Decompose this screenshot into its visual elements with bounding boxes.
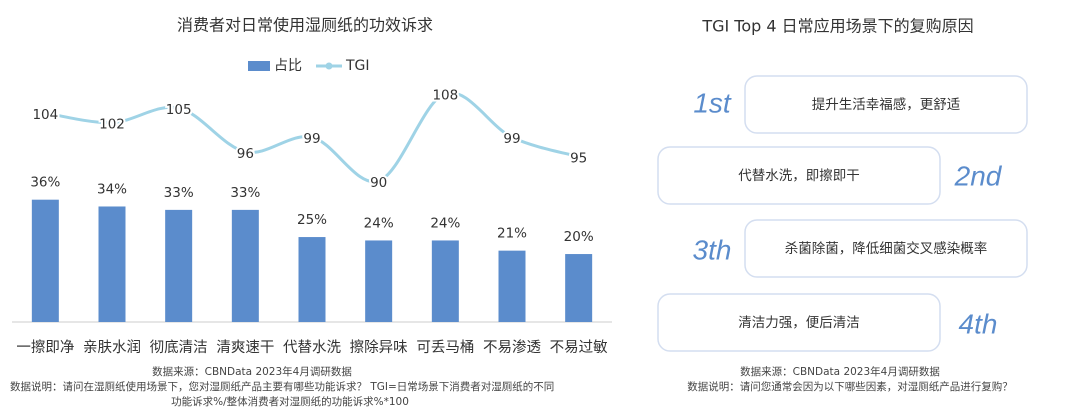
reason-box <box>744 75 1028 134</box>
panel-title: TGI Top 4 日常应用场景下的复购原因 <box>701 17 973 36</box>
legend-label: TGI <box>345 58 370 74</box>
bar <box>498 250 526 322</box>
bar <box>565 254 593 322</box>
data-label: 105 <box>166 102 192 118</box>
x-tick-label: 不易渗透 <box>483 339 541 356</box>
note: 数据说明：请问您通常会因为以下哪些因素，对湿厕纸产品进行复购？ <box>687 380 1013 393</box>
rank: 3th <box>693 234 732 265</box>
x-tick-label: 不易过敏 <box>550 339 608 356</box>
bar <box>231 209 259 322</box>
note: 数据说明：请问在湿厕纸使用场景下，您对湿厕纸产品主要有哪些功能诉求？ TGI=日… <box>10 380 554 393</box>
reason-text: 清洁力强，便后清洁 <box>738 315 860 331</box>
x-tick-label: 亲肤水润 <box>83 339 141 356</box>
reason-text: 杀菌除菌，降低细菌交叉感染概率 <box>785 240 988 257</box>
data-label: 90 <box>370 175 387 191</box>
data-label: 25% <box>297 212 327 228</box>
x-tick-label: 清爽速干 <box>216 339 274 356</box>
reason-list: 提升生活幸福感，更舒适 1st 代替水洗，即擦即干 2nd 杀菌除菌，降低细菌交叉感染概… <box>657 75 1028 352</box>
data-label: 102 <box>99 117 125 133</box>
rank: 2nd <box>954 160 1003 191</box>
reason-box <box>657 293 941 352</box>
line <box>45 91 580 184</box>
data-label: 36% <box>30 175 60 191</box>
bar <box>298 237 326 322</box>
data-label: 24% <box>364 215 394 231</box>
bar <box>31 199 59 322</box>
bar <box>431 240 459 322</box>
data-label: 33% <box>230 185 260 201</box>
rank: 4th <box>959 308 998 339</box>
data-label: 95 <box>570 151 587 167</box>
bar <box>165 209 193 322</box>
x-tick-label: 彻底清洁 <box>150 339 208 356</box>
legend-swatch <box>325 62 333 70</box>
legend-swatch <box>248 61 270 71</box>
data-label: 104 <box>32 107 58 123</box>
source: 数据来源：CBNData 2023年4月调研数据 <box>152 365 352 378</box>
reason-box <box>657 146 941 205</box>
x-tick-label: 代替水洗 <box>283 339 341 356</box>
x-tick-label: 擦除异味 <box>350 339 408 356</box>
reason-box <box>744 219 1028 278</box>
reason-text: 代替水洗，即擦即干 <box>738 167 860 184</box>
chart-title: 消费者对日常使用湿厕纸的功效诉求 <box>177 16 433 35</box>
data-label: 24% <box>430 215 460 231</box>
reason-text: 提升生活幸福感，更舒适 <box>812 96 961 113</box>
x-tick-label: 可丢马桶 <box>416 339 474 356</box>
note: 功能诉求%/整体消费者对湿厕纸的功能诉求%*100 <box>171 395 409 408</box>
data-label: 96 <box>237 146 254 162</box>
x-tick-label: 一擦即净 <box>16 339 74 356</box>
bar <box>365 240 393 322</box>
data-label: 21% <box>497 226 527 242</box>
data-label: 108 <box>432 87 458 103</box>
data-label: 33% <box>164 185 194 201</box>
bar <box>98 206 126 322</box>
data-label: 99 <box>303 131 320 147</box>
legend-label: 占比 <box>274 58 302 74</box>
source: 数据来源：CBNData 2023年4月调研数据 <box>740 365 940 378</box>
data-label: 99 <box>503 131 520 147</box>
rank: 1st <box>693 87 732 118</box>
data-label: 34% <box>97 181 127 197</box>
data-label: 20% <box>564 229 594 245</box>
